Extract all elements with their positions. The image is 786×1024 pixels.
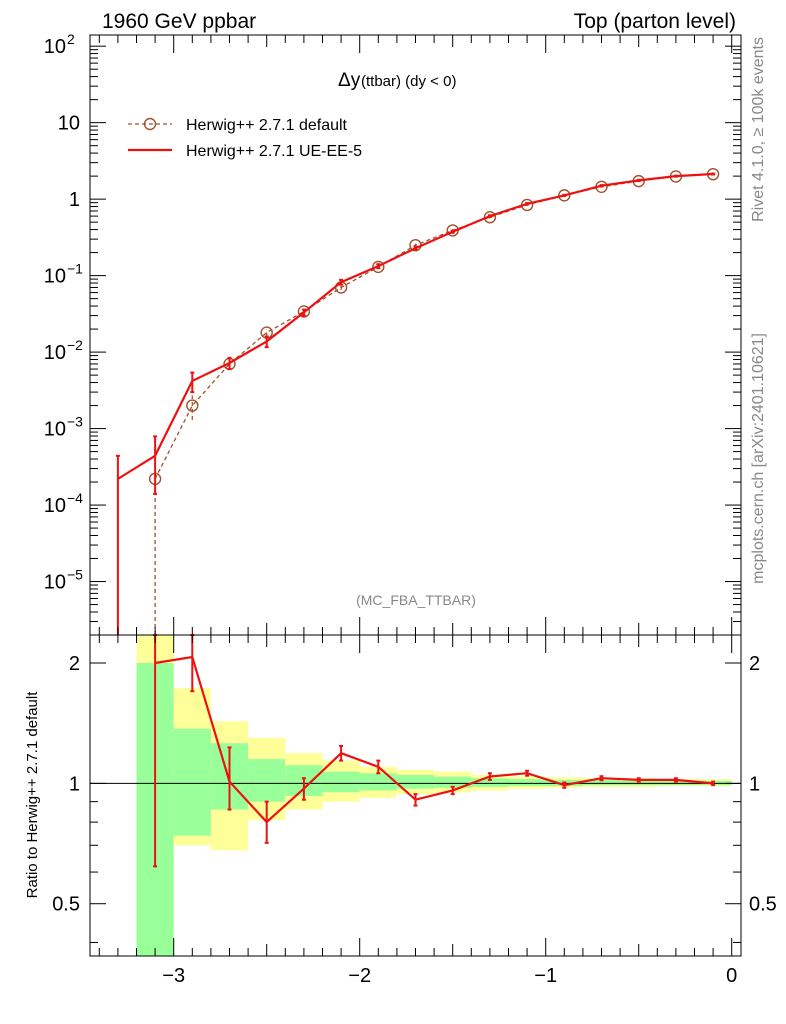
header-right: Top (parton level) (574, 10, 736, 33)
series-default-point (186, 399, 199, 412)
y-tick-label: 10 (44, 419, 66, 441)
y-tick-label: 1 (69, 189, 80, 211)
y-tick-label: 10 (44, 495, 66, 517)
y-tick-label-exponent: 2 (67, 31, 75, 47)
ratio-axes: 0.5 0.5 1 1 2 2 −3 −2 −1 0 (52, 635, 777, 987)
ratio-plot-content (90, 634, 741, 956)
ratio-y-tick-label-left: 2 (69, 653, 80, 675)
series-uee5-line (117, 172, 714, 480)
y-tick-label-exponent: −5 (67, 567, 83, 583)
ratio-band-green (396, 774, 435, 789)
y-tick-label: 10 (44, 342, 66, 364)
ratio-band-green (173, 728, 211, 836)
ratio-band-green (471, 778, 509, 787)
x-tick-label: −1 (534, 965, 557, 987)
ratio-y-axis-label: Ratio to Herwig++ 2.7.1 default (24, 691, 41, 899)
legend-entry-uee5: Herwig++ 2.7.1 UE-EE-5 (186, 143, 362, 160)
legend-entry-default: Herwig++ 2.7.1 default (186, 117, 348, 134)
series-default-point (372, 260, 385, 274)
series-default-point (558, 189, 571, 202)
y-tick-label: 10 (44, 572, 66, 594)
analysis-label: (MC_FBA_TTBAR) (356, 592, 476, 608)
y-tick-label: 10 (44, 266, 66, 288)
ratio-y-tick-label-left: 0.5 (52, 894, 80, 916)
ratio-frame (89, 634, 742, 957)
ratio-panel: 0.5 0.5 1 1 2 2 −3 −2 −1 0 Ratio to Herwig++ 2.7.… (24, 634, 777, 987)
y-tick-label-exponent: −3 (67, 414, 83, 430)
x-tick-label: 0 (726, 965, 737, 987)
legend: Herwig++ 2.7.1 default Herwig++ 2.7.1 UE… (128, 117, 362, 160)
ratio-band-green (582, 779, 621, 786)
ratio-band-green (434, 776, 472, 788)
ratio-band-green (248, 759, 286, 802)
ratio-y-tick-label-left: 1 (69, 773, 80, 795)
y-tick-label-exponent: −4 (67, 490, 83, 506)
rivet-version-label: Rivet 4.1.0, ≥ 100k events (750, 37, 767, 222)
ratio-band-green (322, 771, 360, 793)
y-tick-label: 10 (58, 113, 80, 135)
ratio-y-tick-label-right: 2 (749, 653, 760, 675)
main-plot-content (115, 167, 720, 635)
ratio-y-tick-label-right: 1 (749, 773, 760, 795)
y-tick-label-exponent: −2 (67, 337, 83, 353)
series-default-point (297, 305, 311, 318)
y-tick-label-exponent: −1 (67, 261, 83, 277)
legend-marker-default (143, 117, 157, 131)
ratio-y-tick-label-right: 0.5 (749, 894, 777, 916)
plot-title-main: Δy (338, 70, 361, 91)
ratio-band-green (508, 779, 546, 786)
ratio-band-green (359, 773, 397, 791)
ratio-series-line (154, 655, 714, 824)
x-tick-label: −3 (162, 965, 185, 987)
plot-title-sub: (ttbar) (dy < 0) (361, 73, 456, 90)
header-left: 1960 GeV ppbar (102, 10, 256, 33)
y-tick-label: 10 (44, 36, 66, 58)
mcplots-label: mcplots.cern.ch [arXiv:2401.10621] (750, 333, 767, 584)
x-tick-label: −2 (348, 965, 371, 987)
series-default-line (154, 173, 714, 480)
